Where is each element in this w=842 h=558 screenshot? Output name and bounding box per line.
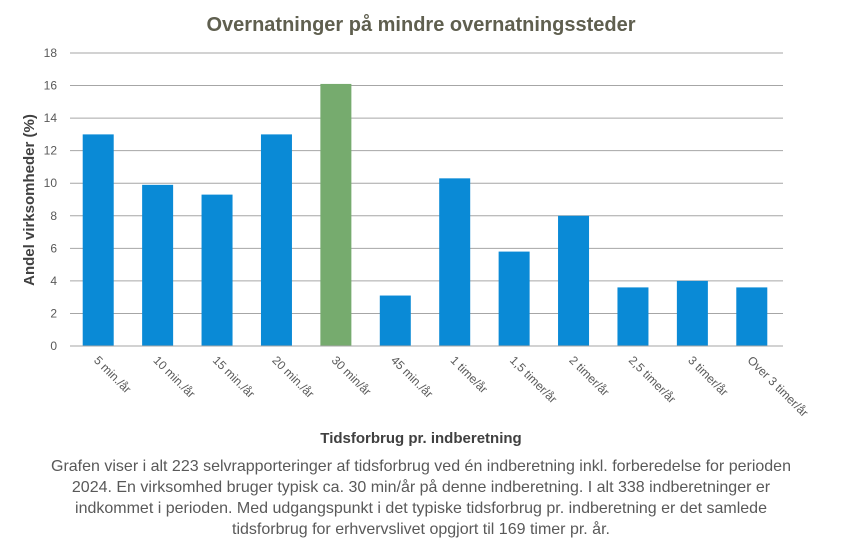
chart-caption: Grafen viser i alt 223 selvrapporteringe… (51, 458, 791, 538)
bar (498, 251, 530, 346)
x-tick-label: 30 min/år (329, 353, 374, 398)
y-tick-label: 8 (50, 209, 57, 223)
bar (379, 295, 411, 346)
x-tick-label: 20 min./år (269, 353, 317, 401)
x-tick-label: 5 min./år (91, 353, 134, 396)
y-tick-label: 10 (44, 176, 58, 190)
bar (320, 83, 352, 346)
bar (439, 178, 471, 346)
bar (617, 287, 649, 346)
y-axis-label: Andel virksomheder (%) (21, 114, 38, 286)
bar (676, 280, 708, 346)
chart-title: Overnatninger på mindre overnatningssted… (206, 14, 636, 36)
y-tick-label: 18 (44, 46, 58, 60)
y-tick-label: 14 (44, 111, 58, 125)
y-tick-label: 6 (50, 241, 57, 255)
y-tick-label: 16 (44, 79, 58, 93)
y-tick-label: 0 (50, 339, 57, 353)
bar (82, 134, 114, 346)
x-axis-label: Tidsforbrug pr. indberetning (320, 430, 522, 447)
x-tick-label: 15 min./år (210, 353, 258, 401)
x-tick-label: 2 timer/år (566, 353, 612, 399)
x-tick-label: 45 min./år (388, 353, 436, 401)
x-tick-label: 3 timer/år (685, 353, 731, 399)
y-tick-label: 2 (50, 306, 57, 320)
bar-chart: 0 2 4 6 8 10 12 14 16 18 Andel virksomheder (%) 5 m… (21, 46, 811, 420)
y-tick-label: 12 (44, 144, 58, 158)
bar (142, 184, 174, 346)
x-tick-label: 2,5 timer/år (626, 353, 679, 406)
bar (260, 134, 292, 346)
bar (201, 194, 233, 346)
bar (558, 215, 590, 346)
bar (736, 287, 768, 346)
x-tick-label: Over 3 timer/år (745, 353, 811, 419)
y-tick-label: 4 (50, 274, 57, 288)
x-tick-label: 10 min./år (151, 353, 199, 401)
x-tick-label: 1,5 timer/år (507, 353, 560, 406)
x-tick-label: 1 time/år (448, 353, 491, 396)
